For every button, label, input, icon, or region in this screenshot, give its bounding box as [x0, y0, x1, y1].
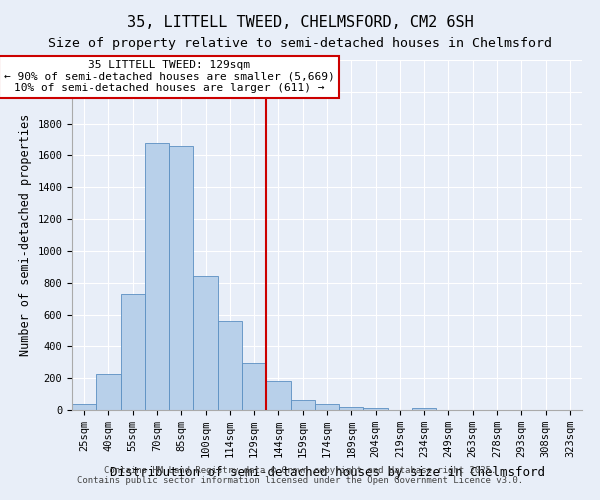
Bar	[96, 374, 121, 410]
Bar	[169, 146, 193, 410]
Bar	[218, 321, 242, 410]
Bar	[339, 406, 364, 410]
Bar	[145, 142, 169, 410]
Bar	[364, 408, 388, 410]
Bar	[315, 404, 339, 410]
Bar	[121, 294, 145, 410]
Text: 35, LITTELL TWEED, CHELMSFORD, CM2 6SH: 35, LITTELL TWEED, CHELMSFORD, CM2 6SH	[127, 15, 473, 30]
Text: Contains HM Land Registry data © Crown copyright and database right 2025.
Contai: Contains HM Land Registry data © Crown c…	[77, 466, 523, 485]
Y-axis label: Number of semi-detached properties: Number of semi-detached properties	[19, 114, 32, 356]
X-axis label: Distribution of semi-detached houses by size in Chelmsford: Distribution of semi-detached houses by …	[110, 466, 545, 478]
Bar	[72, 404, 96, 410]
Bar	[193, 276, 218, 410]
Bar	[290, 400, 315, 410]
Text: Size of property relative to semi-detached houses in Chelmsford: Size of property relative to semi-detach…	[48, 38, 552, 51]
Text: 35 LITTELL TWEED: 129sqm
← 90% of semi-detached houses are smaller (5,669)
10% o: 35 LITTELL TWEED: 129sqm ← 90% of semi-d…	[4, 60, 335, 93]
Bar	[412, 408, 436, 410]
Bar	[242, 363, 266, 410]
Bar	[266, 382, 290, 410]
